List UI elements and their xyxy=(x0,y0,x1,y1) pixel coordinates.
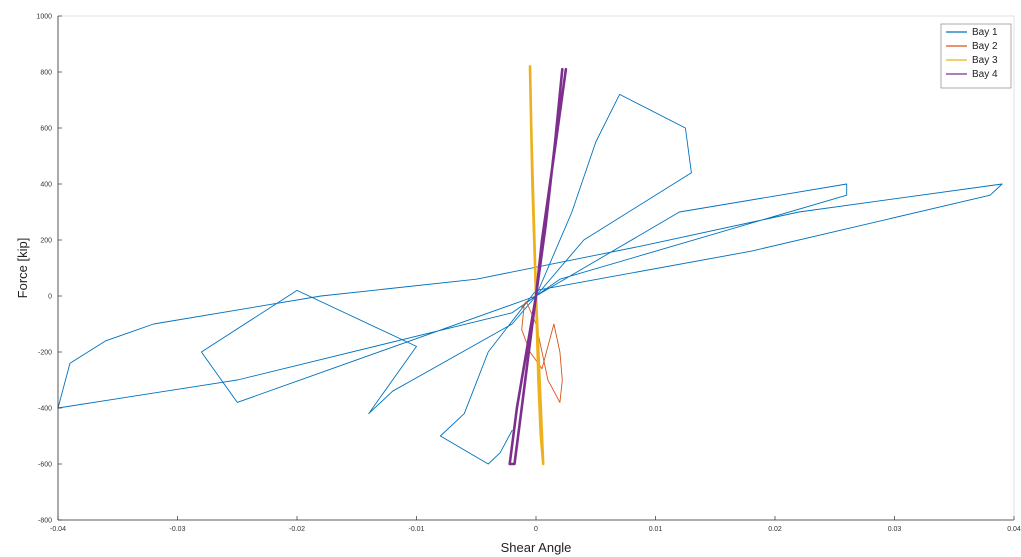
y-tick-label: -800 xyxy=(38,518,52,525)
x-tick-label: 0.01 xyxy=(649,526,663,533)
series-layer xyxy=(57,65,1003,466)
y-tick-label: 200 xyxy=(40,238,52,245)
series-line-bay-3 xyxy=(528,65,545,466)
y-tick-label: 0 xyxy=(48,294,52,301)
y-tick-label: 400 xyxy=(40,182,52,189)
x-tick-label: -0.01 xyxy=(409,526,425,533)
legend-label: Bay 1 xyxy=(972,27,998,38)
y-tick-label: 800 xyxy=(40,70,52,77)
axes-layer: -0.04 -0.03 -0.02 -0.01 0 0.01 0.02 0.03 0.04 -80… xyxy=(36,14,1020,534)
y-tick-label: 600 xyxy=(40,126,52,133)
y-tick-label: -200 xyxy=(38,350,52,357)
x-tick-label: -0.02 xyxy=(289,526,305,533)
x-tick-label: -0.04 xyxy=(50,526,66,533)
legend-box xyxy=(940,23,1012,89)
x-tick-label: 0 xyxy=(534,526,538,533)
y-tick-label: 1000 xyxy=(36,14,52,21)
x-tick-label: 0.02 xyxy=(768,526,782,533)
y-axis-title: Force [kip] xyxy=(15,238,30,299)
series-line-bay-1 xyxy=(57,93,1003,465)
x-tick-label: 0.03 xyxy=(888,526,902,533)
legend: Bay 1 Bay 2 Bay 3 Bay 4 xyxy=(940,23,1012,89)
legend-label: Bay 3 xyxy=(972,55,998,66)
y-tick-label: -600 xyxy=(38,462,52,469)
legend-label: Bay 2 xyxy=(972,41,998,52)
x-tick-label: 0.04 xyxy=(1007,526,1021,533)
x-tick-label: -0.03 xyxy=(170,526,186,533)
x-axis-title: Shear Angle xyxy=(501,540,572,555)
legend-label: Bay 4 xyxy=(972,69,998,80)
y-tick-label: -400 xyxy=(38,406,52,413)
series-line-bay-4 xyxy=(508,67,568,466)
